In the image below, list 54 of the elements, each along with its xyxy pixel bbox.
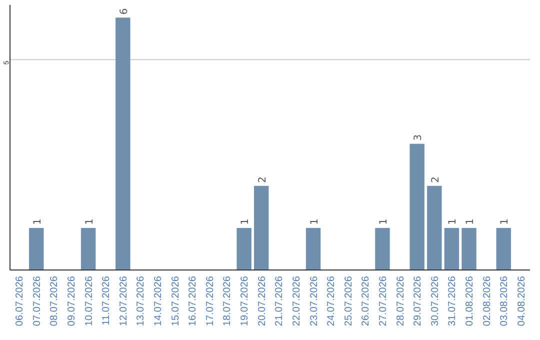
x-tick-label: 27.07.2026 [378, 276, 389, 326]
bar [410, 144, 424, 270]
data-label: 1 [448, 218, 459, 225]
x-tick-label: 28.07.2026 [395, 276, 406, 326]
data-label: 3 [413, 134, 424, 141]
x-tick-label: 16.07.2026 [188, 276, 199, 326]
x-tick-label: 18.07.2026 [222, 276, 234, 326]
x-tick-label: 22.07.2026 [291, 276, 302, 326]
data-label: 2 [430, 176, 442, 183]
data-label: 6 [118, 8, 130, 15]
x-tick-label: 24.07.2026 [326, 276, 338, 326]
data-label: 2 [257, 176, 268, 183]
x-tick-label: 06.07.2026 [14, 276, 26, 326]
x-tick-label: 13.07.2026 [136, 276, 147, 326]
bar [306, 228, 321, 270]
x-tick-label: 02.08.2026 [482, 276, 493, 326]
x-tick-label: 11.07.2026 [101, 276, 112, 326]
bar [80, 228, 96, 270]
data-label: 1 [309, 218, 320, 225]
x-tick-label: 03.08.2026 [499, 276, 510, 326]
bar [462, 228, 476, 270]
x-tick-label: 14.07.2026 [153, 276, 164, 326]
x-tick-label: 17.07.2026 [204, 276, 216, 326]
x-tick-label: 19.07.2026 [240, 276, 251, 326]
x-tick-label: 31.07.2026 [447, 276, 458, 326]
bar [375, 228, 390, 270]
data-label: 1 [240, 218, 252, 225]
data-label: 1 [500, 218, 511, 225]
bar [254, 186, 269, 270]
bar [116, 18, 130, 270]
x-tick-label: 21.07.2026 [274, 276, 286, 326]
bar [496, 228, 511, 270]
x-tick-label: 07.07.2026 [32, 276, 43, 326]
bar [236, 228, 252, 270]
bar [427, 186, 442, 270]
x-tick-label: 08.07.2026 [49, 276, 60, 326]
x-tick-label: 01.08.2026 [464, 276, 476, 326]
x-tick-label: 09.07.2026 [66, 276, 78, 326]
x-tick-label: 20.07.2026 [256, 276, 268, 326]
bar [444, 228, 460, 270]
x-tick-label: 25.07.2026 [343, 276, 354, 326]
x-tick-label: 26.07.2026 [360, 276, 372, 326]
x-tick-label: 04.08.2026 [516, 276, 528, 326]
x-tick-label: 12.07.2026 [118, 276, 130, 326]
x-tick-label: 15.07.2026 [170, 276, 182, 326]
x-tick-label: 29.07.2026 [412, 276, 424, 326]
x-tick-label: 30.07.2026 [430, 276, 441, 326]
data-label: 1 [84, 218, 96, 225]
bar [29, 228, 44, 270]
data-label: 1 [32, 218, 44, 225]
data-label: 1 [378, 218, 390, 225]
x-tick-label: 23.07.2026 [308, 276, 320, 326]
data-label: 1 [465, 218, 476, 225]
x-tick-label: 10.07.2026 [84, 276, 95, 326]
